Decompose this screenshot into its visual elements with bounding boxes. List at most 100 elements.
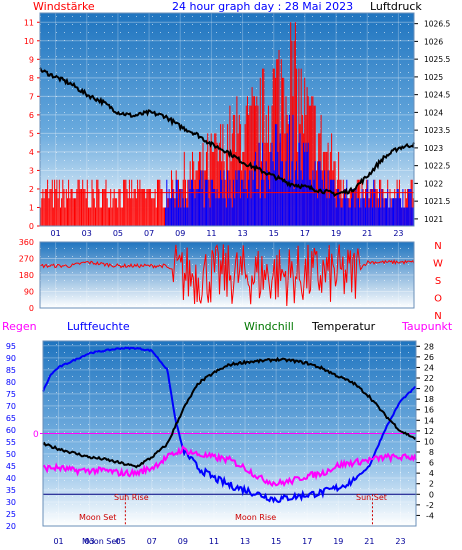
humidity-tick-label: 40 xyxy=(6,474,16,483)
compass-label: N xyxy=(434,241,441,252)
wind-tick-label: 4 xyxy=(29,148,34,157)
temperature-tick-label: 6 xyxy=(429,459,434,468)
humidity-tick-label: 25 xyxy=(6,510,16,519)
hour-tick-label: 15 xyxy=(269,229,279,238)
wind-tick-label: 8 xyxy=(29,74,34,83)
wind-grid xyxy=(40,13,414,227)
humidity-tick-label: 90 xyxy=(6,354,16,363)
direction-tick-label: 90 xyxy=(24,288,34,297)
wind-marks xyxy=(39,22,415,226)
temperature-tick-label: 0 xyxy=(429,490,434,499)
wind-tick-label: 3 xyxy=(29,166,34,175)
humidity-tick-label: 65 xyxy=(6,414,16,423)
temperature-tick-label: 14 xyxy=(424,416,434,425)
temperature-tick-label: 4 xyxy=(429,469,434,478)
sun-set-label: Sun Set xyxy=(356,493,387,502)
pressure-tick-label: 1023.5 xyxy=(424,126,450,135)
sun-rise-label: Sun Rise xyxy=(114,493,149,502)
pressure-tick-label: 1025 xyxy=(424,73,443,82)
hour-tick-label: 11 xyxy=(206,229,216,238)
luftfeuchte-label: Luftfeuchte xyxy=(67,320,130,333)
windchill-label: Windchill xyxy=(244,320,294,333)
pressure-tick-label: 1021 xyxy=(424,215,443,224)
taupunkt-label: Taupunkt xyxy=(401,320,453,333)
humidity-tick-label: 35 xyxy=(6,486,16,495)
climate-marks xyxy=(40,346,417,526)
temperature-tick-label: 24 xyxy=(424,363,434,372)
climate-axes: 20253035404550556065707580859095-4-20246… xyxy=(6,340,434,546)
wind-gust-bars xyxy=(165,114,414,226)
wind-tick-label: 0 xyxy=(29,222,34,231)
wind-tick-label: 5 xyxy=(29,129,34,138)
climate-hour-label: 05 xyxy=(116,537,126,546)
humidity-tick-label: 95 xyxy=(6,342,16,351)
direction-tick-label: 360 xyxy=(19,238,34,247)
pressure-tick-label: 1024.5 xyxy=(424,91,450,100)
hour-tick-label: 05 xyxy=(113,229,123,238)
wind-tick-label: 7 xyxy=(29,92,34,101)
temperature-tick-label: 8 xyxy=(429,448,434,457)
climate-frame xyxy=(42,340,417,527)
climate-hour-label: 19 xyxy=(333,537,343,546)
wind-tick-label: 11 xyxy=(24,18,34,27)
climate-hour-label: 15 xyxy=(271,537,281,546)
hour-tick-label: 13 xyxy=(237,229,247,238)
direction-marks xyxy=(39,243,415,307)
compass-label: W xyxy=(433,259,443,270)
temperature-tick-label: 28 xyxy=(424,342,434,351)
temperature-tick-label: 22 xyxy=(424,374,434,383)
hour-tick-label: 23 xyxy=(393,229,403,238)
wind-tick-label: 10 xyxy=(24,37,34,46)
climate-hour-label: 03 xyxy=(85,537,95,546)
climate-hour-label: 13 xyxy=(240,537,250,546)
pressure-tick-label: 1021.5 xyxy=(424,197,450,206)
humidity-tick-label: 85 xyxy=(6,366,16,375)
hour-tick-label: 19 xyxy=(331,229,341,238)
climate-hour-label: 21 xyxy=(364,537,374,546)
direction-tick-label: 180 xyxy=(19,271,34,280)
wind-axes: 0123456789101110211021.510221022.5102310… xyxy=(24,12,450,238)
temperature-tick-label: 26 xyxy=(424,353,434,362)
humidity-tick-label: 75 xyxy=(6,390,16,399)
dewpoint-line xyxy=(42,445,417,488)
wind-frame xyxy=(39,12,415,227)
climate-hour-label: 07 xyxy=(147,537,157,546)
humidity-tick-label: 50 xyxy=(6,450,16,459)
hour-tick-label: 01 xyxy=(50,229,60,238)
hour-tick-label: 09 xyxy=(175,229,185,238)
pressure-tick-label: 1025.5 xyxy=(424,55,450,64)
pressure-tick-label: 1026.5 xyxy=(424,20,450,29)
pressure-tick-label: 1023 xyxy=(424,144,443,153)
temperatur-label: Temperatur xyxy=(311,320,376,333)
hour-tick-label: 17 xyxy=(300,229,310,238)
wind-tick-label: 1 xyxy=(29,203,34,212)
direction-tick-label: 270 xyxy=(19,255,34,264)
humidity-tick-label: 80 xyxy=(6,378,16,387)
wind-tick-label: 6 xyxy=(29,111,34,120)
compass-label: N xyxy=(434,311,441,322)
temperature-tick-label: -4 xyxy=(426,511,434,520)
temperature-tick-label: 16 xyxy=(424,406,434,415)
hour-tick-label: 07 xyxy=(144,229,154,238)
luftdruck-label: Luftdruck xyxy=(370,0,422,13)
humidity-tick-label: 20 xyxy=(6,522,16,531)
humidity-tick-label: 45 xyxy=(6,462,16,471)
pressure-tick-label: 1026 xyxy=(424,37,443,46)
moon-set-bottom-label: Moon Set xyxy=(82,537,119,546)
temperature-tick-label: 18 xyxy=(424,395,434,404)
pressure-tick-label: 1024 xyxy=(424,108,443,117)
humidity-tick-label: 30 xyxy=(6,498,16,507)
direction-frame xyxy=(39,241,415,309)
direction-tick-label: 0 xyxy=(29,304,34,313)
temperature-tick-label: 10 xyxy=(424,437,434,446)
compass-label: O xyxy=(434,294,442,305)
moon-rise-label: Moon Rise xyxy=(235,513,276,522)
climate-hour-label: 23 xyxy=(395,537,405,546)
humidity-tick-label: 55 xyxy=(6,438,16,447)
humidity-tick-label: 70 xyxy=(6,402,16,411)
moon-set-label: Moon Set xyxy=(79,513,116,522)
temperature-tick-label: 20 xyxy=(424,385,434,394)
temperature-line xyxy=(42,356,417,469)
climate-hour-label: 11 xyxy=(209,537,219,546)
